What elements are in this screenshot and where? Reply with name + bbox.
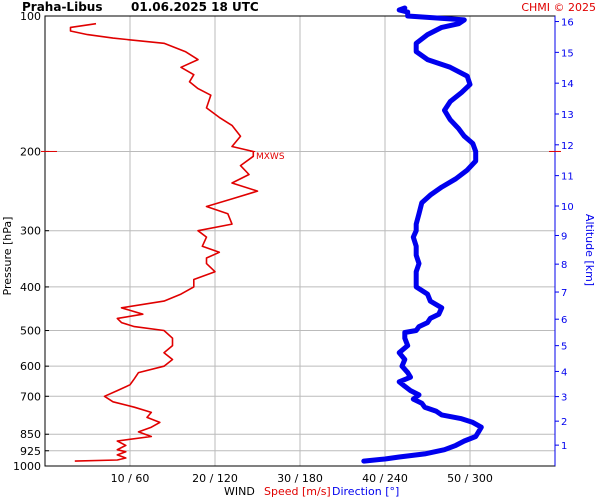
altitude-tick-label: 14 bbox=[561, 79, 574, 90]
station-name: Praha-Libus bbox=[22, 0, 103, 14]
pressure-tick-label: 500 bbox=[20, 325, 41, 338]
label-layer: Pressure [hPa] Altitude [km] WIND Speed … bbox=[1, 152, 596, 498]
x-axis-wind-label: WIND bbox=[224, 485, 255, 498]
altitude-tick-label: 12 bbox=[561, 141, 574, 152]
pressure-tick-label: 100 bbox=[20, 10, 41, 23]
altitude-tick-label: 1 bbox=[561, 441, 567, 452]
x-axis-direction-label: Direction [°] bbox=[332, 485, 399, 498]
altitude-tick-label: 6 bbox=[561, 315, 567, 326]
series-layer bbox=[69, 5, 484, 464]
pressure-tick-label: 200 bbox=[20, 145, 41, 158]
altitude-tick-label: 11 bbox=[561, 172, 574, 183]
pressure-tick-label: 600 bbox=[20, 360, 41, 373]
altitude-tick-label: 10 bbox=[561, 202, 574, 213]
wind-tick-label: 20 / 120 bbox=[192, 472, 238, 485]
pressure-tick-label: 1000 bbox=[13, 460, 41, 473]
pressure-tick-label: 700 bbox=[20, 390, 41, 403]
header-bar: Praha-Libus 01.06.2025 18 UTC CHMI © 202… bbox=[0, 0, 600, 14]
altitude-tick-label: 7 bbox=[561, 288, 567, 299]
wind-tick-label: 40 / 240 bbox=[362, 472, 408, 485]
altitude-tick-label: 3 bbox=[561, 393, 567, 404]
wind-tick-label: 50 / 300 bbox=[447, 472, 493, 485]
x-axis-speed-label: Speed [m/s] bbox=[264, 485, 331, 498]
pressure-tick-label: 925 bbox=[20, 445, 41, 458]
max-wind-label: MXWS bbox=[256, 152, 285, 162]
y-axis-right-label: Altitude [km] bbox=[583, 214, 596, 286]
y-axis-left-label: Pressure [hPa] bbox=[1, 217, 14, 296]
altitude-tick-label: 16 bbox=[561, 18, 574, 29]
altitude-tick-label: 4 bbox=[561, 367, 567, 378]
altitude-tick-label: 15 bbox=[561, 48, 574, 59]
altitude-tick-label: 8 bbox=[561, 260, 567, 271]
pressure-tick-label: 400 bbox=[20, 281, 41, 294]
grid-layer bbox=[45, 15, 555, 467]
altitude-tick-label: 5 bbox=[561, 342, 567, 353]
altitude-tick-label: 2 bbox=[561, 417, 567, 428]
wind-tick-label: 30 / 180 bbox=[277, 472, 323, 485]
wind-direction-line bbox=[361, 5, 484, 464]
wind-speed-line bbox=[69, 22, 259, 462]
pressure-tick-label: 300 bbox=[20, 225, 41, 238]
altitude-tick-label: 9 bbox=[561, 231, 567, 242]
sounding-datetime: 01.06.2025 18 UTC bbox=[131, 0, 259, 14]
altitude-tick-label: 13 bbox=[561, 110, 574, 121]
pressure-tick-label: 850 bbox=[20, 428, 41, 441]
wind-tick-label: 10 / 60 bbox=[111, 472, 150, 485]
copyright-label: CHMI © 2025 bbox=[521, 1, 596, 14]
